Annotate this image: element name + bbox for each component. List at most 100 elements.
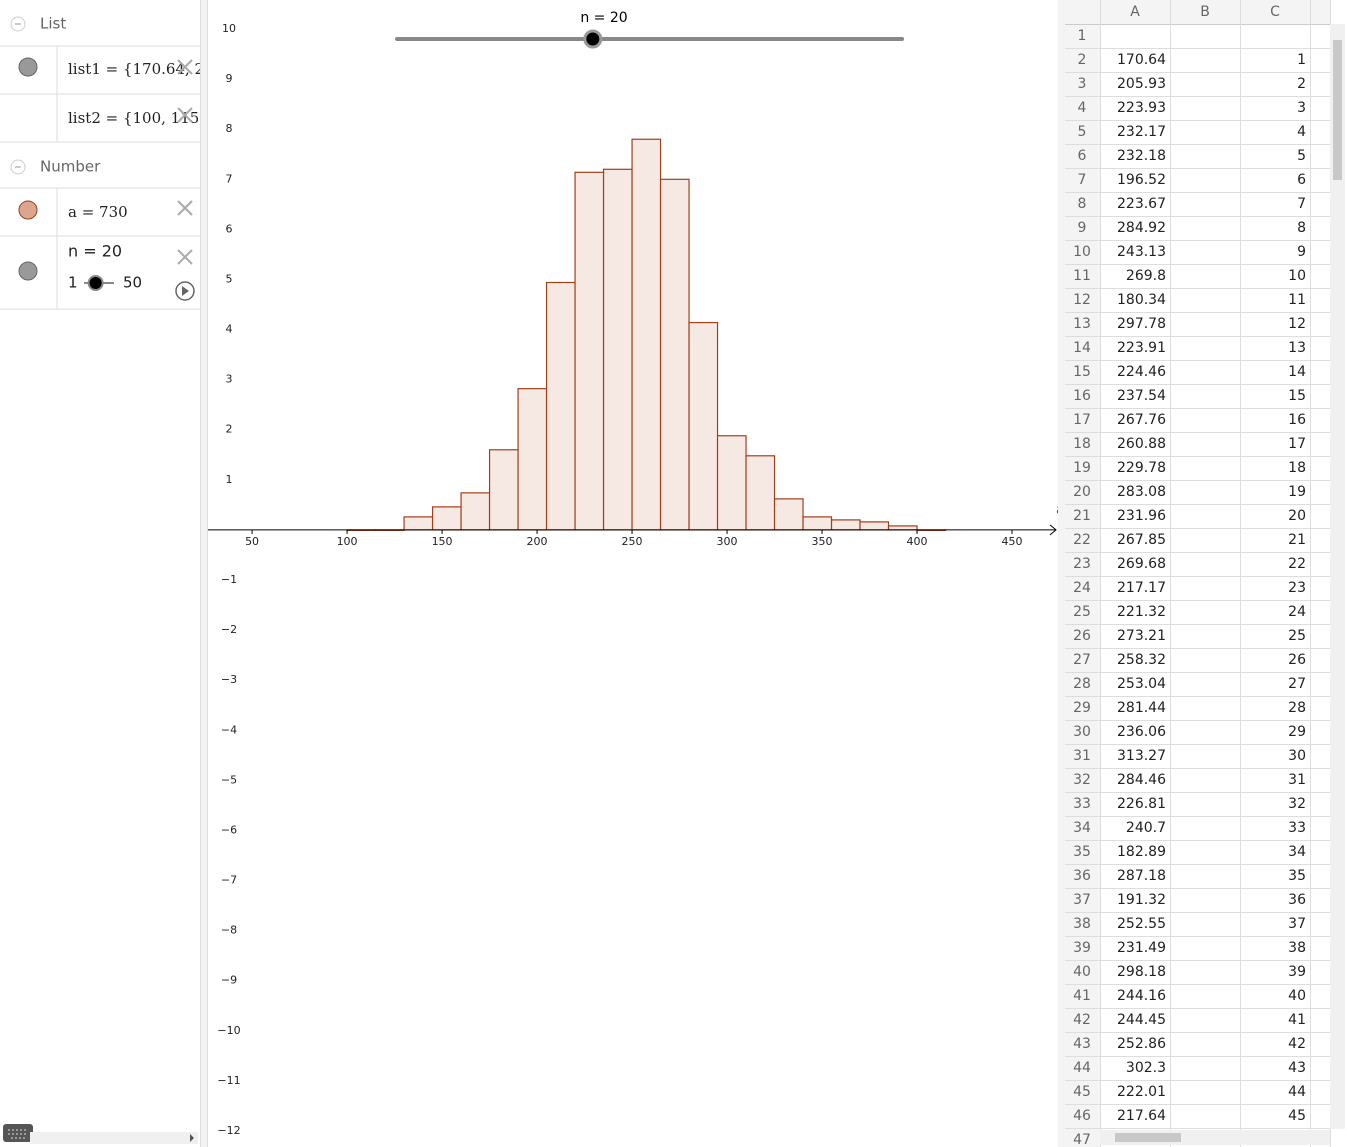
algebra-item[interactable]: n = 20 bbox=[68, 242, 122, 261]
scroll-arrow[interactable] bbox=[190, 1134, 194, 1142]
cell: 4 bbox=[1297, 124, 1306, 140]
visibility-toggle[interactable] bbox=[18, 200, 38, 220]
y-tick-label: −2 bbox=[221, 623, 237, 636]
y-tick-label: 3 bbox=[226, 373, 233, 386]
cell: 205.93 bbox=[1117, 76, 1166, 92]
row-header: 39 bbox=[1073, 940, 1091, 956]
cell: 267.85 bbox=[1117, 532, 1166, 548]
cell: 17 bbox=[1288, 436, 1306, 452]
row-header: 27 bbox=[1073, 652, 1091, 668]
cell: 31 bbox=[1288, 772, 1306, 788]
slider-min: 1 bbox=[68, 274, 78, 292]
row-header: 8 bbox=[1078, 196, 1087, 212]
row-header: 18 bbox=[1073, 436, 1091, 452]
row-header: 14 bbox=[1073, 340, 1091, 356]
x-tick-label: 450 bbox=[1002, 535, 1023, 548]
scrollbar[interactable] bbox=[30, 1132, 198, 1144]
collapse-button[interactable] bbox=[10, 16, 26, 32]
visibility-toggle[interactable] bbox=[18, 261, 38, 281]
row-header: 31 bbox=[1073, 748, 1091, 764]
y-tick-label: 9 bbox=[226, 72, 233, 85]
cell: 243.13 bbox=[1117, 244, 1166, 260]
divider[interactable] bbox=[1058, 0, 1065, 1147]
cell: 43 bbox=[1288, 1060, 1306, 1076]
row-header: 44 bbox=[1073, 1060, 1091, 1076]
histogram-bar bbox=[631, 138, 662, 531]
cell: 27 bbox=[1288, 676, 1306, 692]
row-header: 12 bbox=[1073, 292, 1091, 308]
cell: 38 bbox=[1288, 940, 1306, 956]
row-header: 38 bbox=[1073, 916, 1091, 932]
scroll-thumb[interactable] bbox=[1115, 1133, 1181, 1142]
algebra-panel bbox=[0, 0, 200, 1147]
cell: 35 bbox=[1288, 868, 1306, 884]
delete-button[interactable] bbox=[177, 249, 193, 265]
cell: 232.17 bbox=[1117, 124, 1166, 140]
row-header: 29 bbox=[1073, 700, 1091, 716]
delete-button[interactable] bbox=[177, 107, 193, 123]
histogram-bar bbox=[574, 171, 605, 531]
row-header: 15 bbox=[1073, 364, 1091, 380]
histogram-bar bbox=[545, 281, 576, 531]
cell: 44 bbox=[1288, 1084, 1306, 1100]
cell: 39 bbox=[1288, 964, 1306, 980]
scroll-thumb[interactable] bbox=[1333, 40, 1342, 180]
visibility-toggle[interactable] bbox=[18, 57, 38, 77]
algebra-item[interactable]: a = 730 bbox=[68, 203, 128, 221]
y-tick-label: 5 bbox=[226, 272, 233, 285]
delete-button[interactable] bbox=[177, 59, 193, 75]
slider-knob bbox=[87, 275, 104, 291]
cell: 221.32 bbox=[1117, 604, 1166, 620]
divider[interactable] bbox=[200, 0, 208, 1147]
histogram-bar bbox=[659, 178, 690, 531]
cell: 260.88 bbox=[1117, 436, 1166, 452]
histogram-bar bbox=[602, 168, 633, 531]
scrollbar[interactable] bbox=[1330, 24, 1345, 1129]
y-tick-label: 6 bbox=[226, 222, 233, 235]
cell: 9 bbox=[1297, 244, 1306, 260]
cell: 170.64 bbox=[1117, 52, 1166, 68]
row-header: 17 bbox=[1073, 412, 1091, 428]
algebra-item[interactable]: list2 = {100, 115, bbox=[68, 109, 204, 127]
row-header: 4 bbox=[1078, 100, 1087, 116]
play-button[interactable] bbox=[175, 281, 195, 301]
cell: 30 bbox=[1288, 748, 1306, 764]
collapse-button[interactable] bbox=[10, 159, 26, 175]
cell: 223.91 bbox=[1117, 340, 1166, 356]
row-header: 9 bbox=[1078, 220, 1087, 236]
row-header: 25 bbox=[1073, 604, 1091, 620]
y-tick-label: −3 bbox=[221, 673, 237, 686]
column-header-bg bbox=[1065, 0, 1330, 24]
cell: 258.32 bbox=[1117, 652, 1166, 668]
y-tick-label: 4 bbox=[226, 323, 233, 336]
row-header: 1 bbox=[1078, 28, 1087, 44]
row-header: 26 bbox=[1073, 628, 1091, 644]
keyboard-button[interactable] bbox=[3, 1124, 33, 1142]
cell: 287.18 bbox=[1117, 868, 1166, 884]
delete-button[interactable] bbox=[177, 200, 193, 216]
spreadsheet: A B C1234567891011121314151617181920212223… bbox=[1065, 0, 1347, 1147]
row-header: 10 bbox=[1073, 244, 1091, 260]
x-tick-label: 100 bbox=[337, 535, 358, 548]
row-header: 21 bbox=[1073, 508, 1091, 524]
row-header: 32 bbox=[1073, 772, 1091, 788]
cell: 231.96 bbox=[1117, 508, 1166, 524]
cell: 217.64 bbox=[1117, 1108, 1166, 1124]
axis-arrow bbox=[1049, 524, 1057, 536]
row-header: 23 bbox=[1073, 556, 1091, 572]
slider-knob[interactable] bbox=[583, 29, 603, 49]
y-tick-label: −8 bbox=[221, 924, 237, 937]
y-tick-label: −9 bbox=[221, 974, 237, 987]
group-title: Number bbox=[40, 158, 101, 176]
cell: 45 bbox=[1288, 1108, 1306, 1124]
cell: 269.68 bbox=[1117, 556, 1166, 572]
cell: 284.92 bbox=[1117, 220, 1166, 236]
algebra-item[interactable]: list1 = {170.64, 2 bbox=[68, 60, 204, 78]
row-header: 40 bbox=[1073, 964, 1091, 980]
histogram-bar bbox=[431, 506, 462, 531]
cell: 41 bbox=[1288, 1012, 1306, 1028]
histogram-bar bbox=[403, 516, 434, 531]
cell: 1 bbox=[1297, 52, 1306, 68]
